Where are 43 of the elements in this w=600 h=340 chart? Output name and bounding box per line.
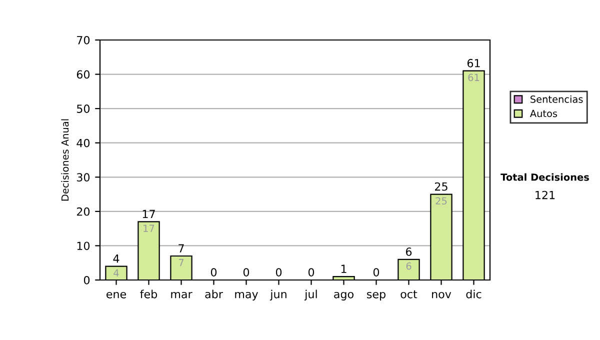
x-tick-label: may — [235, 292, 258, 300]
x-tick-label: feb — [140, 290, 158, 298]
x-tick-label: abr — [205, 290, 223, 298]
total-label: 0 — [373, 268, 380, 276]
y-axis-title: Decisiones Anual — [61, 119, 69, 201]
y-tick-label: 70 — [77, 36, 90, 44]
text: Total Decisiones — [500, 173, 589, 181]
x-tick-label: ago — [334, 292, 354, 300]
y-tick-label: 50 — [76, 104, 90, 113]
data-label: 6 — [406, 262, 412, 270]
x-tick-label: sep — [367, 292, 386, 300]
y-tick-label: 20 — [76, 207, 90, 216]
total-label: 1 — [341, 264, 346, 273]
legend-label: Autos — [530, 110, 558, 118]
x-tick-label: oct — [400, 290, 418, 298]
total-label: 4 — [113, 254, 120, 263]
y-tick-label: 0 — [84, 276, 90, 284]
total-label: 17 — [142, 210, 155, 218]
y-tick-label: 60 — [76, 70, 90, 79]
total-label: 25 — [434, 182, 448, 191]
total-label: 0 — [243, 268, 250, 276]
x-tick-label: mar — [171, 292, 192, 298]
text: 121 — [536, 190, 555, 200]
total-label: 0 — [210, 268, 217, 276]
y-tick-label: 30 — [76, 173, 90, 182]
total-label: 61 — [467, 58, 480, 68]
total-label: 0 — [276, 268, 282, 276]
x-tick-label: nov — [432, 292, 452, 298]
x-tick-label: jul — [304, 290, 317, 300]
data-label: 61 — [468, 74, 480, 82]
data-label: 4 — [114, 269, 119, 276]
y-tick-label: 40 — [76, 138, 90, 148]
y-tick-label: 10 — [77, 242, 90, 250]
total-label: 0 — [308, 268, 314, 276]
data-label: 25 — [436, 197, 447, 205]
data-label: 17 — [144, 224, 154, 232]
x-tick-label: ene — [106, 292, 126, 298]
total-label: 6 — [406, 248, 412, 256]
total-label: 7 — [178, 244, 184, 252]
x-tick-label: dic — [466, 290, 482, 298]
legend-label: Sentencias — [530, 95, 583, 103]
x-tick-label: jun — [270, 290, 286, 300]
data-label: 7 — [178, 259, 184, 266]
